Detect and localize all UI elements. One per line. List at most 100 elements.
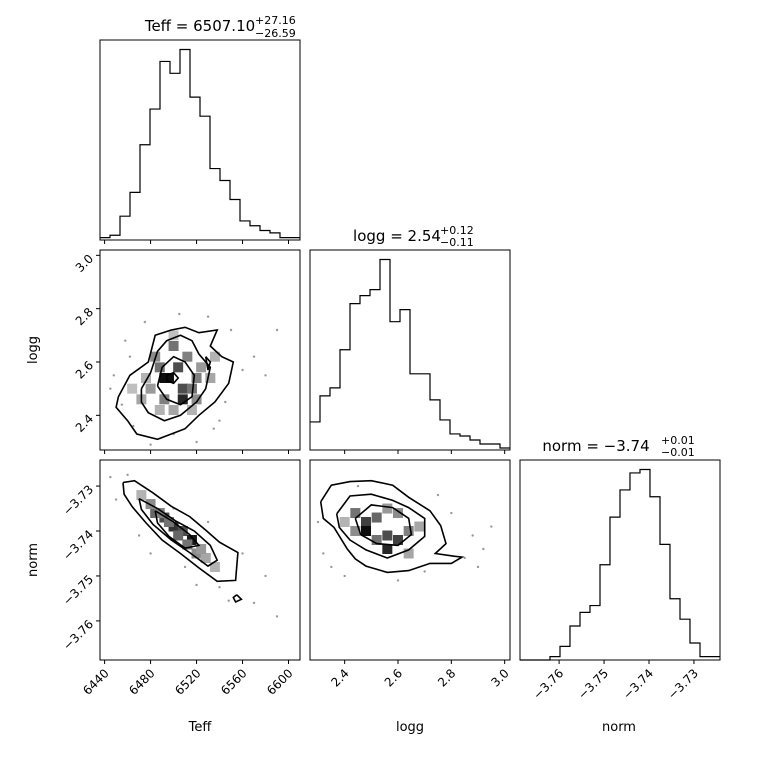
density-cell-22: [127, 383, 138, 394]
sample-point-4: [206, 315, 210, 318]
title-teff-upper: +27.16: [255, 14, 296, 27]
contour-2: [156, 355, 196, 406]
density-cell-0: [154, 362, 165, 373]
hist-norm: [520, 468, 720, 661]
density-cell-23: [168, 330, 179, 341]
x-tick-label-logg-3: 3.0: [488, 666, 511, 689]
sample-point-13: [229, 328, 233, 332]
title-teff: Teff = 6507.10: [144, 17, 255, 35]
title-logg: logg = 2.54: [353, 227, 441, 245]
sample-point-3: [471, 534, 474, 537]
y-tick-label-logg-0: 2.4: [73, 412, 96, 435]
density-cell-1: [361, 517, 371, 528]
sample-point-5: [490, 525, 493, 528]
sample-point-8: [450, 511, 453, 515]
y-tick-label-logg-3: 3.0: [73, 252, 96, 275]
density-cell-10: [145, 383, 156, 394]
density-cell-5: [393, 535, 403, 545]
sample-point-11: [137, 534, 141, 537]
sample-point-17: [264, 374, 267, 377]
density-cell-7: [182, 351, 193, 362]
hist-Teff: [100, 48, 300, 239]
density-cell-2: [371, 512, 382, 523]
contour-2: [154, 510, 201, 549]
contour-0: [319, 479, 465, 574]
panel-logg-norm: [316, 479, 493, 582]
density-cell-4: [177, 383, 188, 394]
x-tick-label-logg-2: 2.8: [435, 666, 458, 689]
density-cell-8: [371, 535, 382, 545]
panel-Teff-logg: [109, 312, 279, 446]
density-cell-0: [350, 508, 361, 519]
sample-point-15: [149, 443, 152, 446]
density-cell-14: [382, 503, 393, 514]
panel-frame-Teff-norm: [99, 459, 301, 661]
panel-frame-Teff-logg: [99, 249, 301, 451]
sample-point-10: [195, 440, 198, 444]
y-tick-label-norm-3: −3.73: [60, 482, 96, 518]
panel-frame-hist-logg: [309, 249, 511, 451]
title-logg-lower: −0.11: [440, 236, 474, 249]
sample-point-8: [124, 339, 127, 342]
sample-point-9: [396, 579, 400, 582]
sample-point-6: [275, 328, 279, 332]
sample-point-13: [109, 475, 112, 479]
sample-point-14: [109, 387, 112, 390]
density-cell-7: [403, 526, 414, 537]
density-cell-8: [182, 539, 193, 550]
sample-point-12: [218, 419, 221, 422]
density-cell-10: [350, 526, 361, 537]
y-tick-label-logg-1: 2.6: [73, 358, 96, 381]
contour-0: [122, 479, 239, 583]
density-cell-12: [200, 552, 211, 563]
y-tick-label-norm-0: −3.76: [60, 617, 96, 653]
sample-point-16: [178, 312, 181, 316]
contour-3: [165, 371, 180, 385]
density-cell-19: [140, 373, 151, 383]
sample-point-1: [463, 556, 466, 560]
sample-point-11: [476, 565, 480, 569]
x-tick-label-Teff-0: 6440: [80, 666, 111, 697]
x-tick-label-Teff-1: 6480: [126, 666, 157, 697]
density-cell-12: [159, 394, 170, 405]
title-teff-lower: −26.59: [255, 27, 296, 40]
sample-point-3: [114, 498, 118, 501]
density-cell-6: [163, 517, 174, 528]
sample-point-2: [482, 547, 485, 551]
contour-2: [354, 504, 413, 547]
sample-point-9: [252, 355, 256, 358]
density-cell-18: [168, 405, 179, 415]
contour-0: [115, 326, 235, 441]
sample-point-1: [112, 374, 115, 377]
xlabel-logg: logg: [396, 720, 424, 735]
title-norm-upper: +0.01: [661, 434, 695, 447]
contour-1: [138, 497, 219, 568]
xlabel-norm: norm: [602, 720, 636, 735]
sample-point-11: [132, 424, 135, 428]
density-cell-17: [186, 405, 197, 415]
density-cell-1: [173, 362, 184, 373]
y-tick-label-norm-2: −3.74: [60, 527, 96, 563]
sample-point-18: [128, 355, 132, 358]
density-cell-20: [209, 351, 220, 362]
density-cell-12: [339, 517, 350, 528]
density-cell-14: [177, 394, 188, 405]
ylabel-norm: norm: [26, 543, 41, 577]
density-cell-13: [196, 362, 207, 373]
density-cell-13: [209, 561, 220, 572]
hist-logg: [310, 258, 510, 449]
sample-point-14: [183, 565, 187, 569]
density-cell-13: [403, 548, 414, 559]
x-tick-label-logg-1: 2.6: [382, 666, 405, 689]
x-tick-label-Teff-3: 6560: [218, 666, 249, 697]
density-cell-5: [186, 383, 197, 394]
density-cell-3: [361, 526, 371, 537]
density-cell-9: [414, 521, 425, 532]
sample-point-2: [252, 601, 256, 605]
contour-1: [140, 334, 212, 422]
panel-frame-hist-Teff: [99, 39, 301, 241]
sample-point-19: [212, 427, 215, 430]
sample-point-12: [275, 615, 279, 618]
sample-point-4: [330, 565, 333, 569]
